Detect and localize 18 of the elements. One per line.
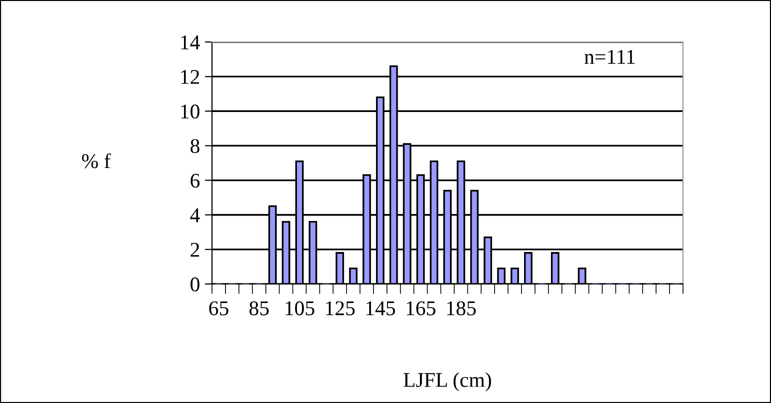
x-tick-label: 125 (326, 301, 355, 316)
y-tick-label: 8 (190, 139, 200, 154)
x-axis-title: LJFL (cm) (404, 372, 492, 392)
x-tick-label: 65 (209, 301, 228, 316)
y-tick-label: 12 (181, 70, 200, 84)
annotation: n=111 (584, 50, 635, 64)
y-tick-label: 14 (181, 35, 200, 50)
x-tick-label: 165 (406, 301, 436, 316)
x-tick-label: 105 (286, 301, 314, 316)
y-tick-label: 6 (190, 174, 200, 188)
y-tick-label: 0 (190, 277, 200, 292)
y-tick-label: 2 (190, 242, 200, 257)
x-tick-label: 145 (366, 301, 396, 316)
x-tick-label: 185 (447, 301, 476, 316)
y-tick-label: 4 (190, 208, 200, 222)
y-tick-label: 10 (181, 104, 200, 119)
x-tick-label: 85 (249, 301, 269, 316)
y-axis-title: % f (82, 153, 111, 168)
